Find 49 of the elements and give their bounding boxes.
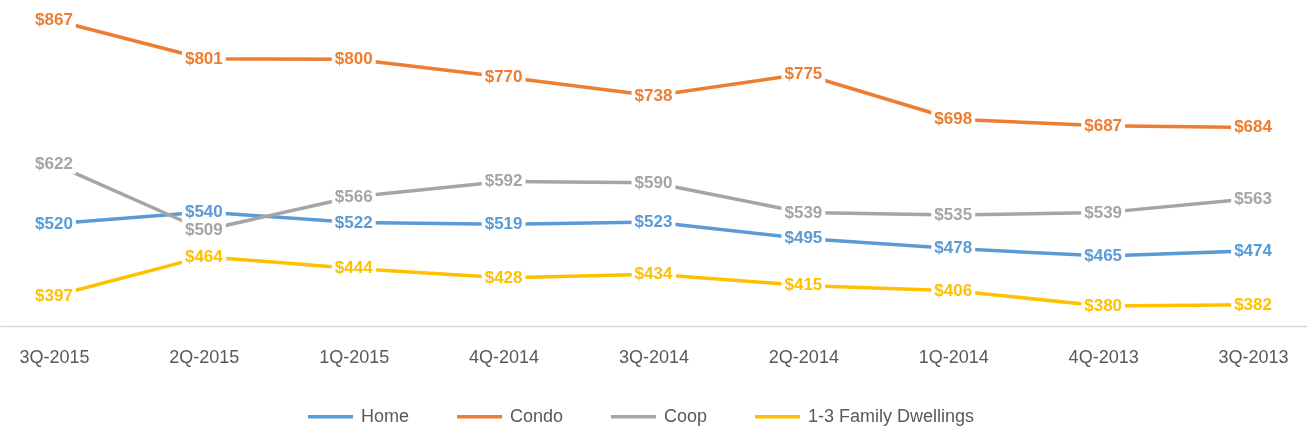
data-label: $478 xyxy=(934,238,973,258)
data-label: $540 xyxy=(184,202,223,222)
legend-label: Home xyxy=(361,405,410,426)
data-label: $800 xyxy=(334,49,373,69)
data-label: $566 xyxy=(334,186,373,206)
data-label: $495 xyxy=(784,228,823,248)
data-label: $380 xyxy=(1084,296,1123,315)
data-label: $428 xyxy=(484,267,523,287)
data-label: $535 xyxy=(934,204,973,224)
data-label: $539 xyxy=(1084,202,1123,222)
data-label: $434 xyxy=(634,264,673,284)
data-label: $867 xyxy=(35,10,73,29)
data-label: $509 xyxy=(184,220,223,240)
data-label: $801 xyxy=(184,48,223,68)
data-label: $464 xyxy=(184,246,224,266)
x-tick-label: 4Q-2014 xyxy=(469,346,540,367)
x-tick-label: 4Q-2013 xyxy=(1068,346,1139,367)
data-label: $738 xyxy=(634,85,673,105)
legend-label: Condo xyxy=(510,405,564,426)
data-label: $465 xyxy=(1084,246,1123,266)
data-label: $415 xyxy=(784,275,823,295)
data-label: $406 xyxy=(934,280,973,300)
data-label: $698 xyxy=(934,109,973,129)
legend-label: 1-3 Family Dwellings xyxy=(808,405,975,426)
x-tick-label: 3Q-2013 xyxy=(1218,346,1289,367)
data-label: $520 xyxy=(35,213,73,233)
x-tick-label: 2Q-2014 xyxy=(768,346,839,367)
data-label: $622 xyxy=(35,153,73,173)
data-label: $522 xyxy=(334,212,373,232)
data-label: $592 xyxy=(484,171,523,191)
data-label: $563 xyxy=(1234,188,1272,208)
x-tick-label: 1Q-2014 xyxy=(918,346,989,367)
x-tick-label: 1Q-2015 xyxy=(319,346,390,367)
x-tick-label: 2Q-2015 xyxy=(169,346,240,367)
data-label: $519 xyxy=(484,214,523,234)
data-label: $382 xyxy=(1234,294,1272,314)
data-label: $397 xyxy=(35,286,73,306)
data-label: $523 xyxy=(634,212,673,232)
x-tick-label: 3Q-2015 xyxy=(19,346,90,367)
data-label: $770 xyxy=(484,66,523,86)
legend-label: Coop xyxy=(664,405,708,426)
data-label: $775 xyxy=(784,64,823,84)
data-label: $539 xyxy=(784,202,823,222)
data-label: $444 xyxy=(334,258,374,278)
data-label: $684 xyxy=(1234,117,1273,137)
x-tick-label: 3Q-2014 xyxy=(618,346,690,367)
data-label: $474 xyxy=(1234,240,1273,260)
data-label: $687 xyxy=(1084,115,1123,135)
data-label: $590 xyxy=(634,172,673,192)
